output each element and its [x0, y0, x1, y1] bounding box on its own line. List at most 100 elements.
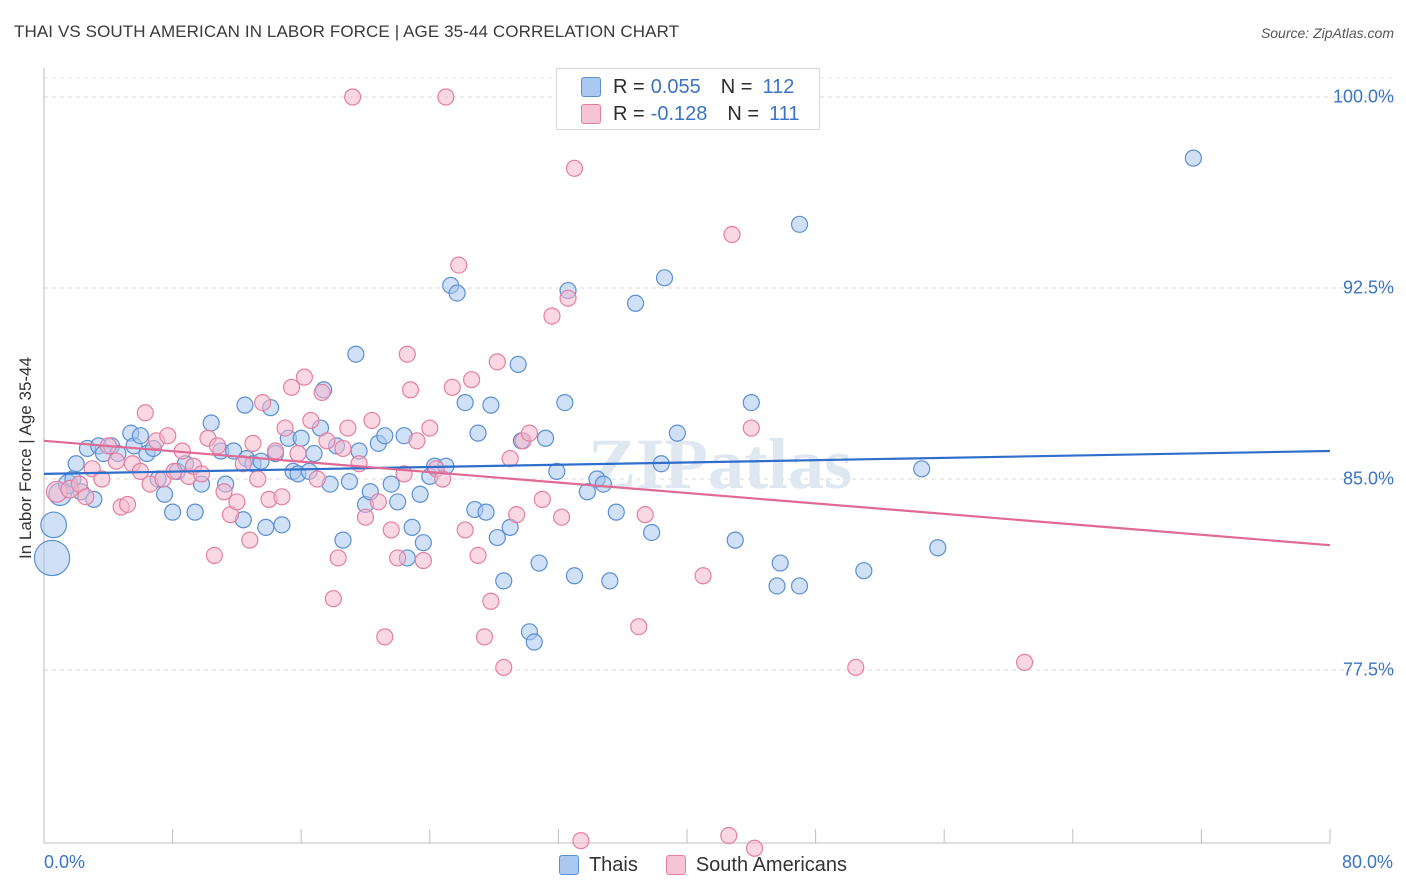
south-americans-point: [742, 419, 760, 437]
south-americans-point: [443, 378, 461, 396]
thais-point: [530, 554, 548, 572]
blue-swatch-icon: [581, 77, 601, 97]
south-americans-point: [344, 88, 362, 106]
thais-point: [556, 394, 574, 412]
y-tick-label: 92.5%: [1342, 277, 1394, 298]
south-americans-point: [205, 546, 223, 565]
south-americans-point: [77, 488, 95, 506]
south-americans-point: [520, 424, 539, 442]
n-value: 112: [762, 75, 795, 98]
south-americans-point: [408, 432, 426, 450]
south-americans-point: [694, 567, 712, 585]
r-label: R =: [613, 102, 645, 125]
south-americans-point: [572, 832, 590, 850]
south-americans-point: [334, 439, 352, 458]
pink-swatch-icon: [665, 855, 686, 875]
thais-point: [913, 460, 931, 478]
south-americans-trend-line: [43, 439, 1331, 547]
thais-point: [252, 452, 270, 470]
y-tick-label: 100.0%: [1332, 86, 1394, 107]
thais-point: [273, 516, 291, 534]
thais-point: [790, 215, 809, 233]
south-americans-point: [437, 88, 455, 106]
thais-point: [626, 294, 645, 312]
south-americans-point: [389, 549, 407, 567]
thais-point: [607, 503, 625, 521]
thais-point: [1184, 149, 1202, 167]
south-americans-point: [192, 465, 211, 483]
thais-point: [643, 523, 661, 542]
south-americans-point: [228, 493, 246, 511]
n-label: N =: [720, 75, 753, 98]
thais-point: [482, 396, 500, 414]
south-americans-point: [276, 419, 294, 437]
y-tick-label: 77.5%: [1342, 659, 1394, 680]
pink-swatch-icon: [581, 104, 601, 124]
r-label: R =: [613, 75, 645, 98]
legend-item-thais: Thais: [558, 852, 638, 878]
south-americans-point: [723, 225, 741, 244]
south-americans-point: [414, 551, 432, 570]
south-americans-point: [324, 590, 342, 608]
thais-point: [376, 427, 394, 445]
south-americans-point: [273, 488, 291, 506]
south-americans-point: [369, 493, 387, 511]
thais-point: [186, 503, 204, 521]
south-americans-point: [93, 470, 111, 488]
south-americans-point: [630, 618, 648, 636]
south-americans-point: [456, 521, 474, 539]
thais-point: [389, 493, 407, 511]
south-americans-point: [376, 628, 394, 646]
south-americans-point: [495, 658, 513, 677]
south-americans-point: [533, 490, 551, 508]
south-americans-point: [501, 450, 519, 468]
south-americans-point: [462, 371, 481, 389]
south-americans-point: [1015, 653, 1034, 671]
south-americans-point: [289, 444, 307, 463]
thais-point: [742, 394, 760, 412]
thais-point: [414, 534, 432, 552]
south-americans-point: [313, 383, 331, 402]
thais-point: [202, 414, 220, 432]
thais-point: [509, 355, 527, 373]
y-axis-label: In Labor Force | Age 35-44: [16, 357, 35, 559]
south-americans-point: [266, 442, 285, 460]
south-americans-point: [356, 508, 375, 526]
south-americans-point: [745, 839, 764, 857]
thais-point: [40, 511, 68, 539]
south-americans-point: [244, 434, 262, 452]
south-americans-point: [241, 531, 259, 549]
legend-row-south-americans: R = -0.128 N = 111: [581, 100, 800, 128]
thais-point: [382, 475, 400, 493]
thais-point: [257, 518, 275, 536]
thais-point: [33, 539, 71, 577]
south-americans-point: [508, 506, 526, 524]
south-americans-point: [295, 368, 314, 386]
south-americans-point: [488, 353, 506, 371]
thais-point: [768, 577, 786, 595]
thais-point: [601, 572, 619, 590]
south-americans-point: [234, 455, 252, 473]
thais-point: [403, 518, 421, 536]
south-americans-point: [398, 345, 416, 363]
thais-point: [855, 562, 873, 580]
south-americans-point: [302, 411, 320, 430]
south-americans-point: [215, 483, 233, 501]
south-americans-point: [847, 658, 865, 677]
thais-point: [495, 572, 513, 590]
south-americans-point: [136, 404, 154, 422]
south-americans-point: [363, 411, 381, 430]
south-americans-point: [339, 419, 357, 437]
south-americans-point: [636, 506, 654, 524]
thais-point: [131, 427, 150, 445]
thais-point: [578, 483, 596, 501]
n-value: 111: [769, 102, 800, 125]
legend-label: South Americans: [695, 853, 848, 876]
thais-point: [771, 554, 789, 572]
stats-legend: R = 0.055 N = 112 R = -0.128 N = 111: [556, 68, 820, 130]
series-legend: Thais South Americans: [0, 852, 1406, 878]
south-americans-point: [249, 470, 267, 488]
source-label: Source: ZipAtlas.com: [1260, 25, 1394, 41]
thais-point: [655, 269, 674, 287]
south-americans-point: [329, 549, 347, 567]
